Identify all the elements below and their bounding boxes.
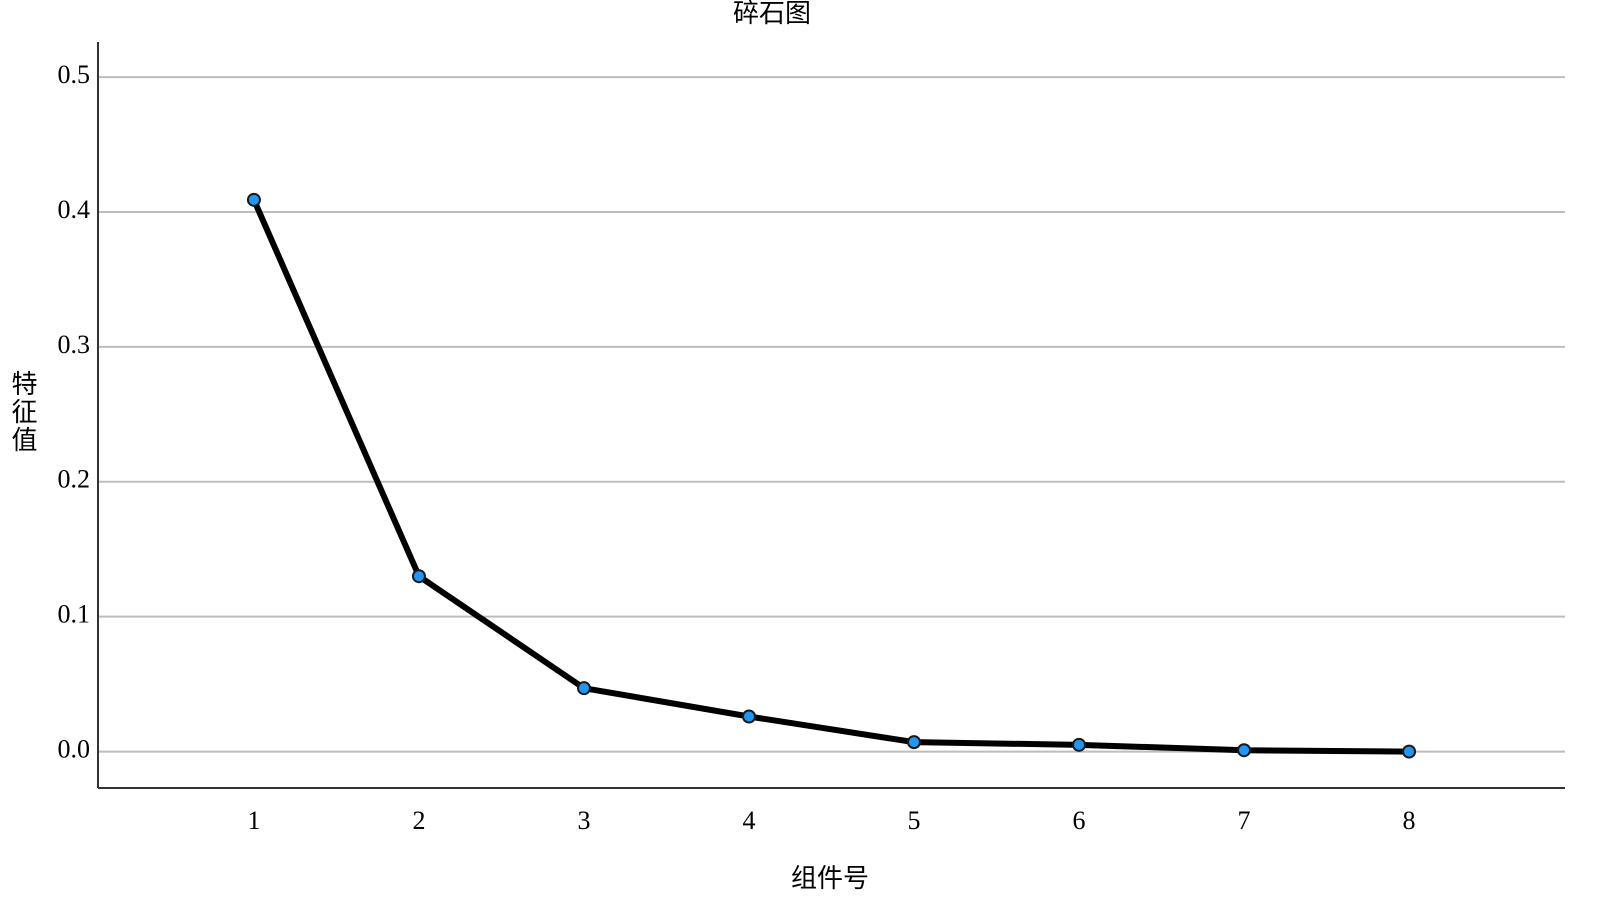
series-line: [251, 198, 1410, 755]
data-point: [907, 735, 922, 750]
y-tick-label: 0.4: [58, 195, 91, 224]
x-tick-label: 3: [577, 806, 590, 835]
x-tick-label: 2: [412, 806, 425, 835]
data-point: [1402, 744, 1417, 759]
x-tick-label: 4: [742, 806, 755, 835]
y-tick-label: 0.5: [58, 60, 91, 89]
x-axis-label: 组件号: [791, 864, 869, 893]
y-axis-label: 特征值: [8, 370, 37, 454]
y-tick-label: 0.1: [58, 600, 91, 629]
data-point: [741, 709, 756, 724]
chart-title: 碎石图: [733, 0, 811, 28]
x-tick-label: 8: [1403, 806, 1416, 835]
x-tick-label: 6: [1073, 806, 1086, 835]
data-point: [246, 192, 261, 207]
x-tick-label: 1: [247, 806, 260, 835]
y-tick-label: 0.0: [58, 735, 91, 764]
data-point: [411, 569, 426, 584]
y-tick-label: 0.3: [58, 330, 91, 359]
data-point: [576, 681, 591, 696]
x-tick-label: 5: [908, 806, 921, 835]
y-tick-label: 0.2: [58, 465, 91, 494]
data-point: [1072, 737, 1087, 752]
x-tick-label: 7: [1238, 806, 1251, 835]
data-point: [1237, 743, 1252, 758]
